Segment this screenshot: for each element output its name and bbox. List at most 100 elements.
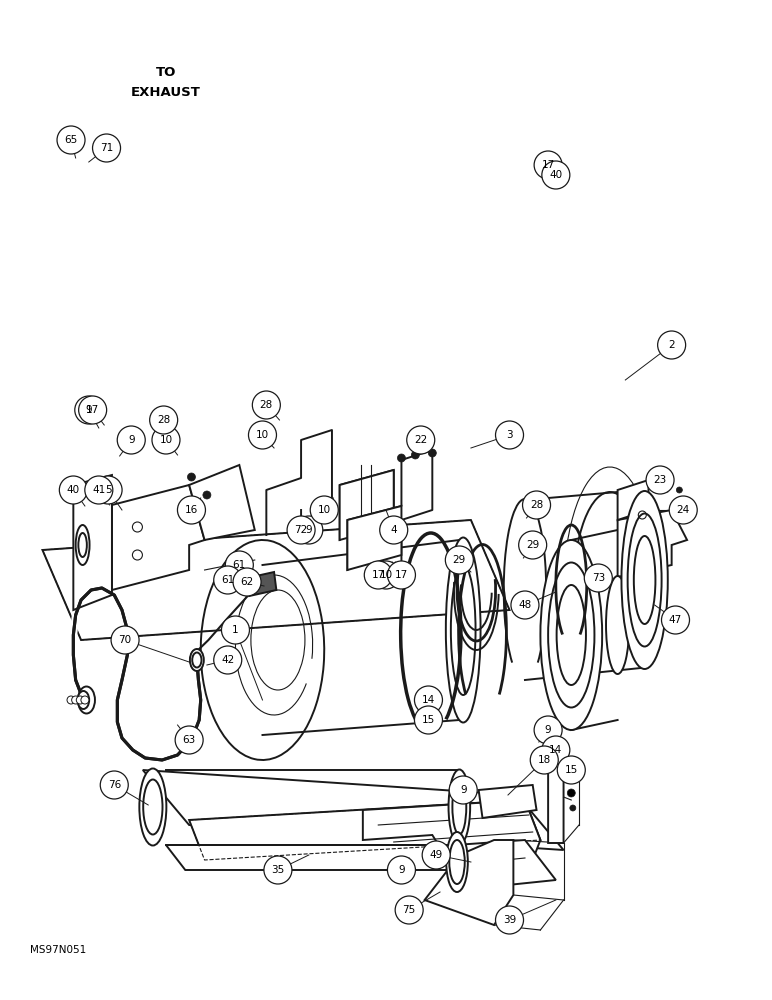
Ellipse shape [446, 832, 468, 892]
Circle shape [388, 561, 415, 589]
Text: 10: 10 [317, 505, 331, 515]
Circle shape [76, 696, 84, 704]
Circle shape [449, 776, 477, 804]
Ellipse shape [451, 565, 476, 695]
Circle shape [85, 476, 113, 504]
Text: 39: 39 [503, 915, 516, 925]
Text: 1: 1 [232, 625, 239, 635]
Polygon shape [479, 785, 537, 818]
Text: 16: 16 [185, 505, 198, 515]
Polygon shape [189, 465, 255, 540]
Text: 17: 17 [394, 570, 408, 580]
Text: 18: 18 [537, 755, 551, 765]
Polygon shape [340, 470, 394, 540]
Ellipse shape [445, 538, 480, 722]
Text: 9: 9 [128, 435, 134, 445]
Text: 72: 72 [294, 525, 308, 535]
Text: 3: 3 [506, 430, 513, 440]
Circle shape [117, 426, 145, 454]
Polygon shape [618, 480, 648, 520]
Circle shape [372, 561, 400, 589]
Circle shape [233, 568, 261, 596]
Circle shape [395, 896, 423, 924]
Circle shape [388, 856, 415, 884]
Circle shape [557, 756, 585, 784]
Circle shape [415, 686, 442, 714]
Text: 76: 76 [107, 780, 121, 790]
Circle shape [59, 476, 87, 504]
Text: 61: 61 [221, 575, 235, 585]
Circle shape [214, 646, 242, 674]
Circle shape [646, 466, 674, 494]
Polygon shape [247, 572, 276, 596]
Polygon shape [166, 845, 479, 870]
Circle shape [203, 491, 211, 499]
Text: 63: 63 [182, 735, 196, 745]
Circle shape [72, 696, 80, 704]
Text: 61: 61 [232, 560, 246, 570]
Text: 10: 10 [256, 430, 269, 440]
Text: 29: 29 [452, 555, 466, 565]
Text: 17: 17 [86, 405, 100, 415]
Circle shape [249, 421, 276, 449]
Circle shape [79, 396, 107, 424]
Text: 15: 15 [422, 715, 435, 725]
Text: 10: 10 [159, 435, 173, 445]
Text: 41: 41 [92, 485, 106, 495]
Text: 73: 73 [591, 573, 605, 583]
Ellipse shape [621, 491, 668, 669]
Ellipse shape [606, 576, 629, 674]
Polygon shape [347, 506, 401, 570]
Ellipse shape [140, 769, 167, 846]
Circle shape [178, 496, 205, 524]
Text: EXHAUST: EXHAUST [131, 87, 201, 100]
Polygon shape [112, 485, 205, 590]
Text: 23: 23 [653, 475, 667, 485]
Ellipse shape [548, 562, 594, 708]
Circle shape [567, 789, 575, 797]
Circle shape [676, 487, 682, 493]
Text: 9: 9 [306, 525, 312, 535]
Circle shape [669, 496, 697, 524]
Circle shape [81, 696, 89, 704]
Text: 5: 5 [105, 485, 111, 495]
Polygon shape [455, 840, 556, 888]
Circle shape [94, 476, 122, 504]
Text: TO: TO [156, 66, 176, 80]
Ellipse shape [634, 536, 655, 624]
Ellipse shape [449, 770, 470, 844]
Ellipse shape [191, 650, 202, 670]
Text: 14: 14 [422, 695, 435, 705]
Text: 75: 75 [402, 905, 416, 915]
Circle shape [658, 331, 686, 359]
Circle shape [511, 591, 539, 619]
Circle shape [175, 726, 203, 754]
Ellipse shape [144, 780, 163, 834]
Text: 4: 4 [391, 525, 397, 535]
Ellipse shape [540, 540, 602, 730]
Circle shape [415, 706, 442, 734]
Text: 22: 22 [414, 435, 428, 445]
Circle shape [57, 126, 85, 154]
Ellipse shape [192, 653, 201, 668]
Text: 9: 9 [398, 865, 405, 875]
Circle shape [542, 161, 570, 189]
Circle shape [264, 856, 292, 884]
Polygon shape [425, 840, 513, 925]
Circle shape [428, 449, 436, 457]
Text: 9: 9 [86, 405, 92, 415]
Ellipse shape [77, 691, 90, 709]
Circle shape [93, 134, 120, 162]
Polygon shape [42, 520, 510, 640]
Circle shape [584, 564, 612, 592]
Circle shape [523, 491, 550, 519]
Circle shape [222, 616, 249, 644]
Text: 35: 35 [271, 865, 285, 875]
Text: 49: 49 [429, 850, 443, 860]
Text: 28: 28 [530, 500, 543, 510]
Circle shape [445, 546, 473, 574]
Circle shape [407, 426, 435, 454]
Text: 48: 48 [518, 600, 532, 610]
Polygon shape [618, 510, 687, 577]
Text: 65: 65 [64, 135, 78, 145]
